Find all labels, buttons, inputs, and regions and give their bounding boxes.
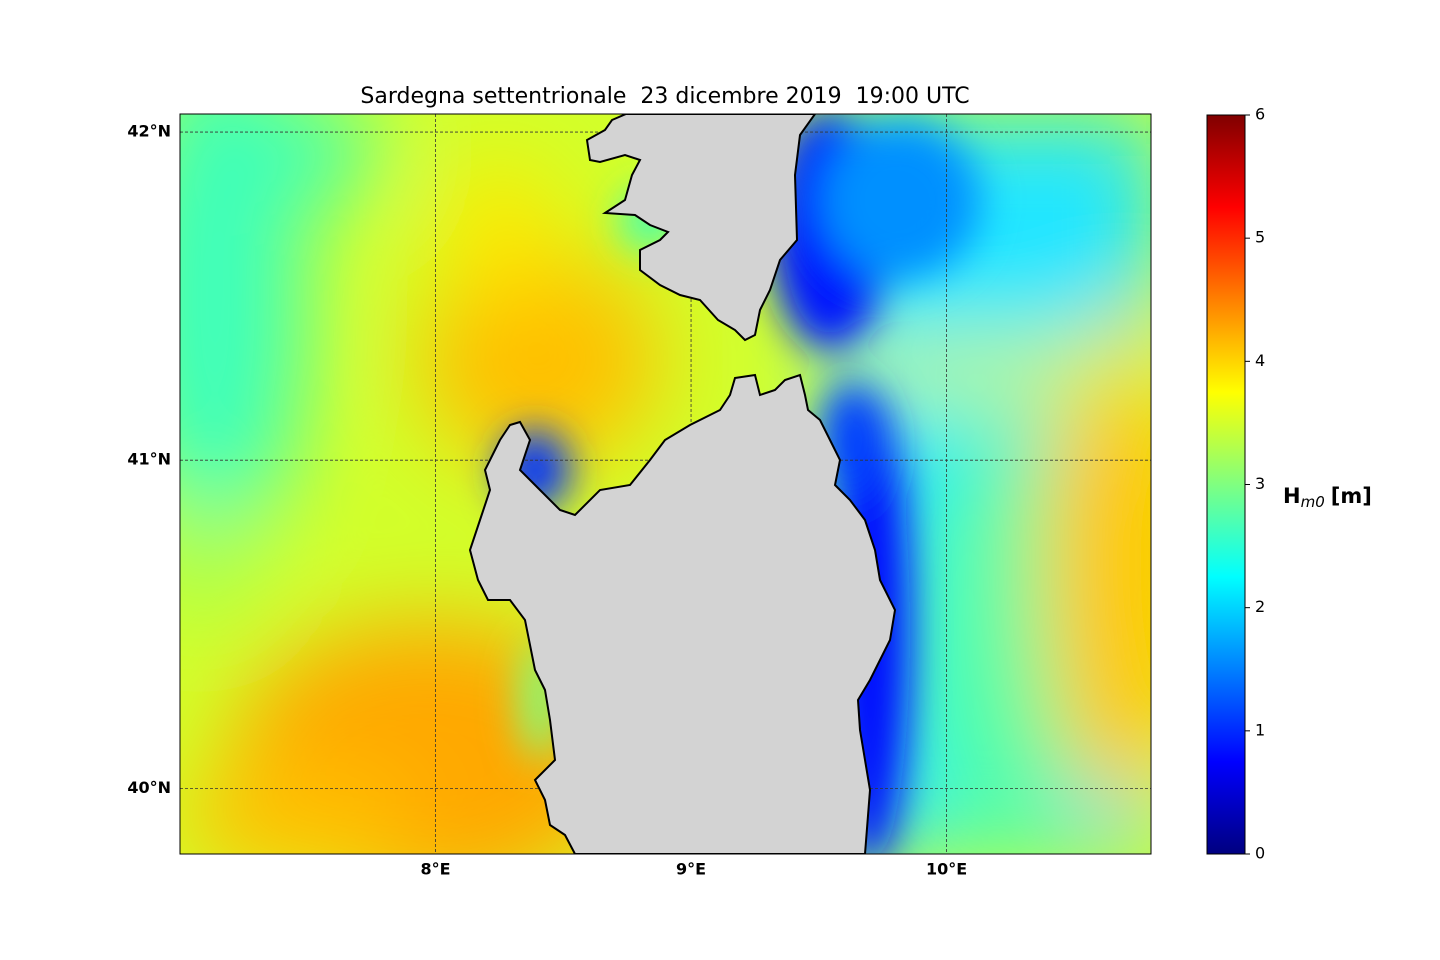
sardinia	[468, 373, 897, 854]
colorbar-tick-label: 5	[1255, 228, 1265, 247]
corsica	[585, 114, 817, 342]
x-tick-label: 10°E	[926, 860, 967, 879]
colorbar-label: Hm0 [m]	[1283, 484, 1372, 511]
colorbar-tick-label: 2	[1255, 597, 1265, 616]
y-tick-label: 42°N	[127, 122, 171, 141]
y-tick-label: 41°N	[127, 450, 171, 469]
map-frame	[179, 113, 1152, 855]
x-tick-label: 9°E	[676, 860, 706, 879]
land	[468, 114, 897, 854]
chart-title: Sardegna settentrionale 23 dicembre 2019…	[360, 84, 969, 109]
colorbar-tick-label: 1	[1255, 720, 1265, 739]
y-tick-label: 40°N	[127, 778, 171, 797]
colorbar-tick-label: 3	[1255, 474, 1265, 493]
colorbar-tick-label: 0	[1255, 844, 1265, 863]
colorbar	[1206, 114, 1246, 855]
x-tick-label: 8°E	[420, 860, 450, 879]
colorbar-tick-label: 6	[1255, 105, 1265, 124]
colorbar-tick-label: 4	[1255, 351, 1265, 370]
